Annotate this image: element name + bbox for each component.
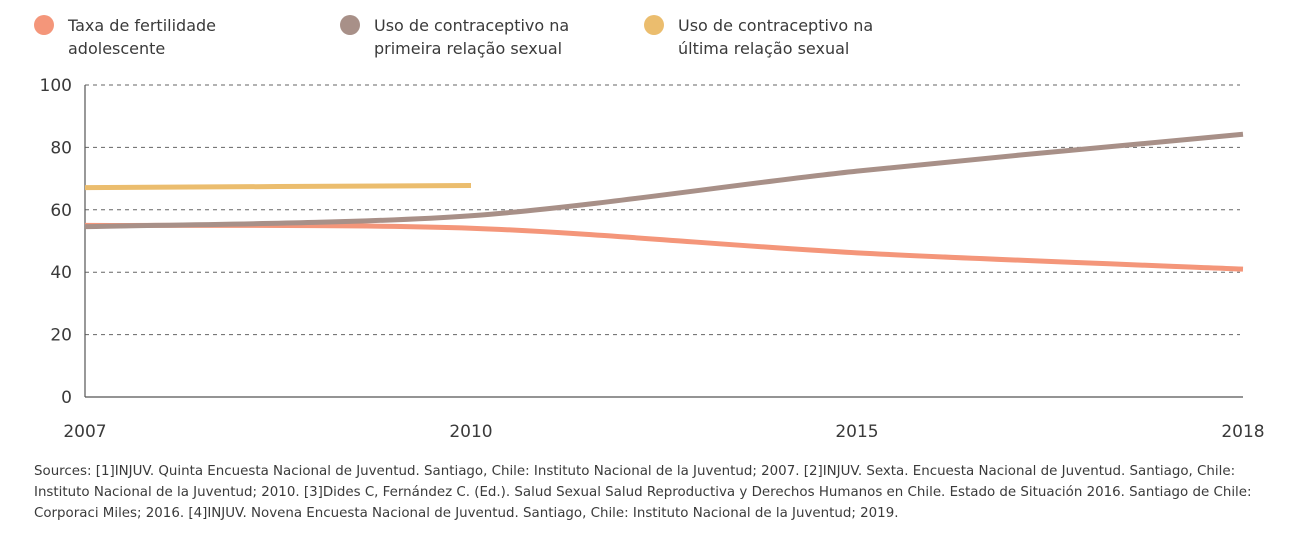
y-tick-label: 100 bbox=[40, 76, 72, 96]
y-tick-label: 0 bbox=[61, 388, 72, 408]
series-line-2 bbox=[84, 182, 472, 191]
y-tick-label: 40 bbox=[50, 263, 72, 283]
legend-dot-icon bbox=[34, 15, 54, 35]
legend-line: Uso de contraceptivo na bbox=[374, 16, 570, 35]
x-tick-label: 2007 bbox=[63, 422, 106, 442]
legend-dot-icon bbox=[644, 15, 664, 35]
legend-label: Taxa de fertilidade adolescente bbox=[68, 14, 298, 60]
legend-line: adolescente bbox=[68, 39, 166, 58]
legend-line: Uso de contraceptivo na bbox=[678, 16, 874, 35]
series-line-0 bbox=[84, 222, 1244, 272]
legend-dot-icon bbox=[340, 15, 360, 35]
y-tick-label: 60 bbox=[50, 201, 72, 221]
line-chart: 0 20 40 60 80 100 2007 2010 2015 2018 bbox=[40, 76, 1265, 442]
x-tick-label: 2010 bbox=[449, 422, 492, 442]
x-tick-label: 2015 bbox=[835, 422, 878, 442]
y-tick-label: 20 bbox=[50, 326, 72, 346]
legend-item-fertility: Taxa de fertilidade adolescente bbox=[34, 14, 298, 60]
legend-label: Uso de contraceptivo na última relação se… bbox=[678, 14, 908, 60]
legend-line: Taxa de fertilidade bbox=[68, 16, 216, 35]
x-tick-label: 2018 bbox=[1221, 422, 1264, 442]
series-line-1 bbox=[84, 131, 1244, 230]
legend-line: primeira relação sexual bbox=[374, 39, 563, 58]
legend-label: Uso de contraceptivo na primeira relação … bbox=[374, 14, 604, 60]
legend-item-first-contraceptive: Uso de contraceptivo na primeira relação … bbox=[340, 14, 604, 60]
legend: Taxa de fertilidade adolescente Uso de co… bbox=[0, 14, 1309, 64]
y-tick-label: 80 bbox=[50, 138, 72, 158]
legend-line: última relação sexual bbox=[678, 39, 850, 58]
sources-note: Sources: [1]INJUV. Quinta Encuesta Nacio… bbox=[34, 464, 1252, 521]
legend-item-last-contraceptive: Uso de contraceptivo na última relação se… bbox=[644, 14, 908, 60]
